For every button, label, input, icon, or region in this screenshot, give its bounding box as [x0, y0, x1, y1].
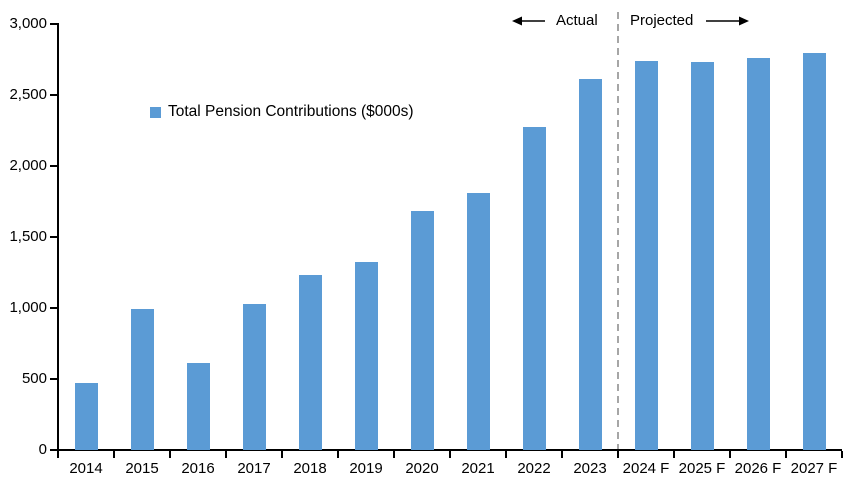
x-axis-tick	[673, 451, 675, 458]
x-axis-category-label: 2025 F	[678, 460, 726, 477]
x-axis-tick	[505, 451, 507, 458]
x-axis-tick	[169, 451, 171, 458]
bar-2015	[131, 309, 154, 450]
bar-2023	[579, 79, 602, 450]
bar-2019	[355, 262, 378, 450]
x-axis-tick	[785, 451, 787, 458]
x-axis-tick	[57, 451, 59, 458]
y-axis-label: 0	[38, 441, 47, 458]
x-axis-category-label: 2023	[573, 460, 607, 477]
legend: Total Pension Contributions ($000s)	[150, 103, 414, 121]
x-axis-tick	[113, 451, 115, 458]
x-axis-category-label: 2021	[461, 460, 495, 477]
y-axis-label: 1,500	[9, 227, 47, 245]
bar-2018	[299, 275, 322, 450]
bar-2020	[411, 211, 434, 450]
x-axis-category-label: 2019	[349, 460, 383, 477]
legend-swatch-icon	[150, 106, 161, 118]
y-axis-tick	[50, 377, 58, 380]
x-axis-category-label: 2022	[517, 460, 551, 477]
bar-2021	[467, 193, 490, 450]
x-axis-tick	[729, 451, 731, 458]
x-axis-category-label: 2016	[181, 460, 215, 477]
x-axis-category-label: 2020	[405, 460, 439, 477]
y-axis-label: 3,000	[9, 14, 47, 32]
bar-2017	[243, 304, 266, 450]
y-axis-label: 500	[21, 369, 47, 387]
legend-label: Total Pension Contributions ($000s)	[168, 103, 414, 120]
y-axis-tick	[50, 449, 58, 451]
y-axis-tick	[50, 164, 58, 167]
x-axis-category-label: 2024 F	[622, 460, 670, 477]
x-axis-tick	[561, 451, 563, 458]
projected-right-arrow-icon	[706, 16, 749, 26]
x-axis-tick	[337, 451, 339, 458]
bar-2022	[523, 127, 546, 450]
x-axis-tick	[281, 451, 283, 458]
y-axis-line	[57, 23, 59, 451]
bar-2026-f	[747, 58, 770, 450]
x-axis-tick	[841, 451, 843, 458]
bar-2016	[187, 363, 210, 450]
x-axis-category-label: 2018	[293, 460, 327, 477]
y-axis-label: 2,000	[9, 156, 47, 174]
y-axis-tick	[50, 306, 58, 309]
y-axis-tick	[50, 22, 58, 25]
x-axis-category-label: 2014	[69, 460, 103, 477]
actual-projected-divider	[617, 12, 619, 450]
x-axis-line	[50, 449, 842, 451]
x-axis-category-label: 2026 F	[734, 460, 782, 477]
bar-2025-f	[691, 62, 714, 450]
x-axis-tick	[449, 451, 451, 458]
bar-2024-f	[635, 61, 658, 450]
actual-section-label: Actual	[556, 12, 598, 29]
x-axis-tick	[225, 451, 227, 458]
bar-2014	[75, 383, 98, 450]
actual-left-arrow-icon	[512, 16, 545, 26]
x-axis-tick	[617, 451, 619, 458]
y-axis-label: 2,500	[9, 85, 47, 103]
y-axis-label: 1,000	[9, 298, 47, 316]
x-axis-tick	[393, 451, 395, 458]
y-axis-tick	[50, 93, 58, 96]
projected-section-label: Projected	[630, 12, 694, 29]
x-axis-category-label: 2017	[237, 460, 271, 477]
y-axis-tick	[50, 235, 58, 238]
bar-2027-f	[803, 53, 826, 450]
x-axis-category-label: 2015	[125, 460, 159, 477]
x-axis-category-label: 2027 F	[790, 460, 838, 477]
